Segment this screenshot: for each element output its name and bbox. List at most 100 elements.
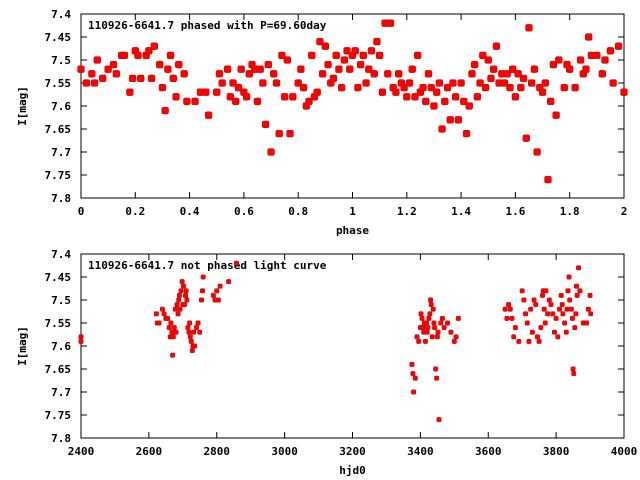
x-tick-label: 1.6: [505, 205, 525, 218]
data-point: [566, 65, 574, 73]
data-point: [150, 42, 158, 50]
data-point: [408, 65, 416, 73]
data-point: [183, 97, 191, 106]
y-tick-label: 7.55: [45, 77, 72, 90]
data-point: [544, 175, 552, 184]
data-point: [576, 56, 585, 64]
data-point: [425, 325, 431, 331]
data-point: [540, 292, 545, 298]
data-point: [126, 88, 134, 96]
data-point: [553, 315, 559, 321]
data-point: [88, 70, 96, 78]
x-tick-label: 0: [78, 205, 85, 218]
data-point: [232, 97, 240, 106]
x-tick-label: 0.4: [180, 205, 200, 218]
data-point: [438, 320, 444, 326]
data-point: [453, 334, 459, 340]
data-point: [365, 65, 373, 73]
data-point: [93, 56, 101, 64]
data-point: [555, 56, 563, 64]
data-point: [409, 361, 415, 367]
data-point: [264, 60, 272, 69]
data-point: [559, 302, 565, 308]
data-point: [531, 297, 537, 303]
data-point: [430, 306, 436, 312]
data-point: [359, 51, 368, 60]
data-point: [414, 334, 420, 340]
data-point: [253, 97, 262, 106]
data-point: [551, 329, 557, 335]
data-point: [436, 417, 442, 423]
y-tick-label: 7.65: [45, 123, 72, 136]
data-point: [538, 88, 547, 96]
x-tick-label: 1.2: [397, 205, 417, 218]
x-tick-label: 3000: [271, 445, 298, 458]
data-point: [171, 325, 177, 331]
data-point: [569, 315, 575, 321]
data-point: [420, 325, 426, 331]
data-point: [512, 325, 518, 331]
data-point: [530, 65, 539, 73]
data-point: [223, 65, 232, 73]
data-point: [414, 51, 422, 60]
data-point: [267, 148, 275, 156]
x-tick-label: 1.4: [451, 205, 471, 218]
data-point: [451, 338, 457, 344]
data-point: [438, 125, 446, 133]
data-point: [585, 306, 591, 312]
y-tick-label: 7.75: [45, 409, 72, 422]
x-tick-label: 1: [349, 205, 356, 218]
data-point: [441, 325, 447, 331]
unphased-y-axis-label: I[mag]: [16, 326, 29, 366]
data-point: [191, 97, 199, 106]
data-point: [535, 334, 540, 340]
x-tick-label: 3600: [475, 445, 502, 458]
data-point: [166, 325, 172, 331]
data-point: [547, 97, 555, 106]
data-point: [275, 129, 283, 138]
data-point: [182, 302, 187, 308]
data-point: [376, 51, 384, 60]
data-point: [170, 352, 176, 358]
data-point: [308, 51, 316, 60]
data-point: [289, 93, 297, 101]
data-point: [158, 83, 167, 92]
y-tick-label: 7.65: [45, 363, 72, 376]
data-point: [563, 329, 569, 335]
data-point: [378, 88, 387, 96]
data-point: [90, 79, 99, 87]
data-point: [161, 106, 169, 115]
data-point: [226, 93, 234, 101]
data-point: [192, 343, 198, 349]
data-point: [419, 83, 427, 92]
data-point: [587, 292, 593, 298]
data-point: [432, 325, 438, 331]
data-point: [576, 265, 581, 271]
data-point: [424, 320, 429, 326]
data-point: [574, 283, 579, 289]
data-point: [429, 334, 435, 340]
data-point: [318, 70, 327, 78]
data-point: [185, 325, 191, 331]
data-point: [543, 288, 549, 294]
data-point: [465, 102, 473, 110]
data-point: [565, 288, 571, 294]
data-point: [523, 311, 529, 317]
data-point: [529, 329, 535, 335]
data-point: [324, 60, 332, 69]
data-point: [405, 79, 414, 87]
phased-data-points: [77, 19, 628, 184]
data-point: [542, 320, 548, 326]
data-point: [242, 93, 251, 101]
data-point: [392, 88, 400, 96]
data-point: [538, 325, 544, 331]
y-tick-label: 7.6: [51, 340, 71, 353]
data-point: [215, 70, 224, 78]
data-point: [552, 111, 560, 119]
data-point: [169, 74, 177, 83]
x-tick-label: 0.8: [288, 205, 308, 218]
data-point: [270, 70, 278, 78]
data-point: [502, 306, 508, 312]
data-point: [226, 279, 232, 285]
data-point: [104, 65, 112, 73]
